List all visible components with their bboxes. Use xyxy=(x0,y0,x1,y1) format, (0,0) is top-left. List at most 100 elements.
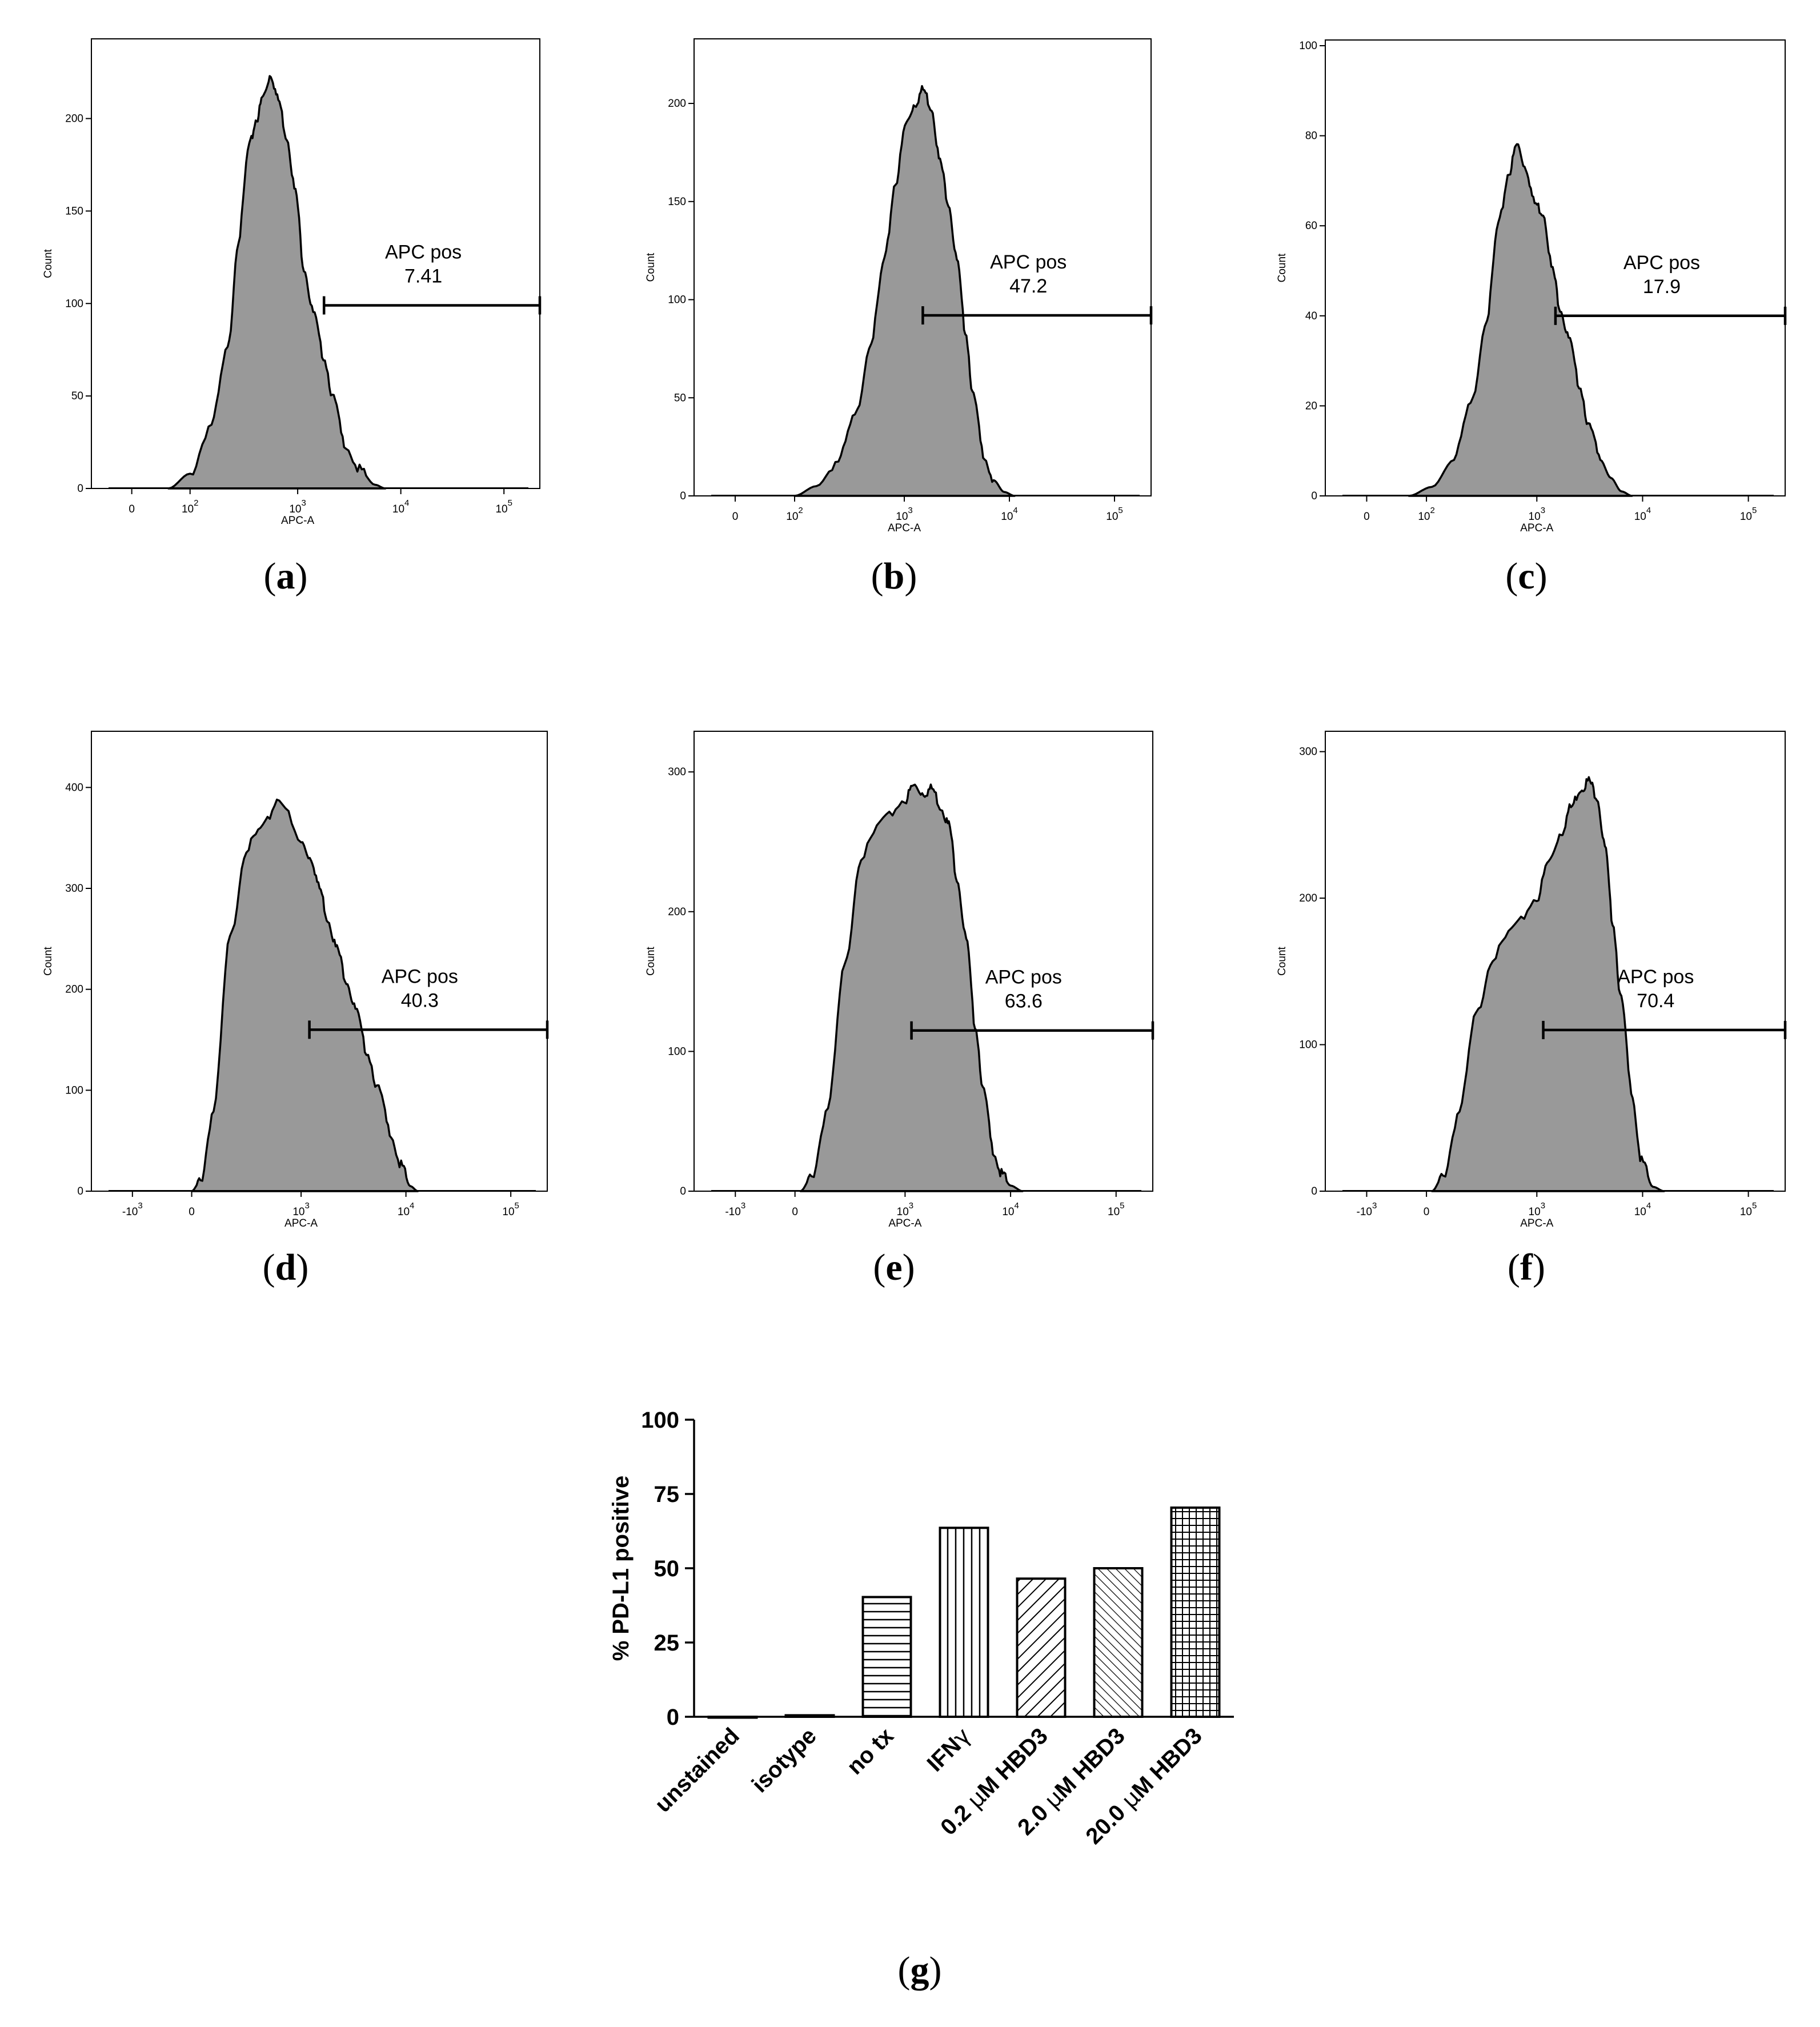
x-tick-label: 0 xyxy=(189,1206,195,1218)
gate-value: 63.6 xyxy=(1005,991,1043,1012)
bar xyxy=(1170,1506,1221,1718)
panel-label-b: (b) xyxy=(871,555,917,597)
histogram-panel-f: 0 100 200 300 Count -103 0 103 104 105 APC-A APC po… xyxy=(1276,731,1787,1229)
bar xyxy=(861,1596,912,1718)
x-tick-label: 105 xyxy=(495,498,512,515)
y-tick-label: 300 xyxy=(65,883,83,895)
x-tick-label: 102 xyxy=(1418,506,1434,523)
x-tick-label: 103 xyxy=(1529,506,1545,523)
x-tick-label: 103 xyxy=(1529,1201,1545,1218)
bar xyxy=(1093,1567,1144,1718)
y-tick-label: 150 xyxy=(668,196,686,208)
x-tick-label: 105 xyxy=(502,1201,519,1218)
histogram-area xyxy=(799,783,1024,1192)
y-tick-label: 200 xyxy=(65,113,83,125)
gate-name: APC pos xyxy=(385,241,462,263)
y-tick-label: 20 xyxy=(1305,400,1317,412)
x-axis-label: APC-A xyxy=(888,522,921,534)
histogram-panel-b: 0 50 100 150 200 Count 0 102 103 104 105 APC-A APC p… xyxy=(645,38,1153,534)
x-tick-label: 103 xyxy=(897,1201,913,1218)
x-tick-label: 0 xyxy=(1424,1206,1430,1218)
gate-name: APC pos xyxy=(382,966,458,987)
y-tick-label: 60 xyxy=(1305,220,1317,232)
y-tick-label: 50 xyxy=(71,390,83,402)
panel-label-a: (a) xyxy=(264,555,308,597)
x-category-label: isotype xyxy=(747,1723,821,1797)
y-tick-label: 200 xyxy=(668,98,686,110)
x-axis-label: APC-A xyxy=(888,1217,921,1229)
x-tick-label: 104 xyxy=(398,1201,414,1218)
y-axis-label: Count xyxy=(42,249,54,278)
histogram-area xyxy=(190,798,419,1192)
x-axis-label: APC-A xyxy=(1520,1217,1553,1229)
bar-chart-panel-g: 0 25 50 75 100 % PD-L1 positive unstained isoty… xyxy=(608,1408,1234,1849)
y-tick-label: 100 xyxy=(65,298,83,310)
y-tick-label: 200 xyxy=(65,984,83,996)
y-tick-label: 0 xyxy=(77,1185,83,1197)
x-tick-label: 105 xyxy=(1740,506,1757,523)
y-tick-label: 200 xyxy=(1299,892,1317,904)
x-tick-label: 103 xyxy=(292,1201,309,1218)
x-tick-label: 103 xyxy=(289,498,306,515)
x-tick-label: 0 xyxy=(792,1206,798,1218)
x-tick-label: 104 xyxy=(1634,506,1651,523)
y-tick-label: 75 xyxy=(654,1482,680,1507)
x-tick-label: -103 xyxy=(725,1201,745,1218)
x-category-label: IFNγ xyxy=(922,1723,976,1777)
y-tick-label: 50 xyxy=(674,392,686,404)
y-tick-label: 0 xyxy=(1311,1185,1317,1197)
gate-value: 70.4 xyxy=(1637,990,1674,1012)
gate-value: 7.41 xyxy=(404,265,442,287)
y-tick-label: 100 xyxy=(668,294,686,306)
y-tick-label: 0 xyxy=(77,483,83,495)
histogram-panel-a: 0 50 100 150 200 Count 0 102 103 104 105 APC-A APC p… xyxy=(42,38,542,527)
bar xyxy=(1016,1577,1067,1718)
x-tick-label: 102 xyxy=(786,506,803,523)
y-tick-label: 0 xyxy=(680,1185,686,1197)
y-tick-label: 300 xyxy=(1299,746,1317,758)
y-tick-label: 100 xyxy=(65,1084,83,1096)
bar xyxy=(784,1714,835,1718)
panel-label-e: (e) xyxy=(873,1247,915,1288)
y-axis-label: Count xyxy=(645,946,657,975)
y-tick-label: 0 xyxy=(667,1705,679,1730)
histogram-panel-d: 0 100 200 300 400 Count -103 0 103 104 105 APC-A APC… xyxy=(42,731,549,1229)
x-tick-label: 105 xyxy=(1740,1201,1757,1218)
panel-label-f: (f) xyxy=(1508,1247,1545,1288)
bar xyxy=(707,1716,758,1719)
x-tick-label: 105 xyxy=(1106,506,1123,523)
y-tick-label: 200 xyxy=(668,906,686,918)
panel-label-d: (d) xyxy=(263,1247,309,1288)
x-tick-label: 102 xyxy=(182,498,198,515)
x-category-label: no tx xyxy=(842,1723,899,1780)
x-tick-label: -103 xyxy=(1357,1201,1377,1218)
x-tick-label: 103 xyxy=(896,506,912,523)
gate-value: 17.9 xyxy=(1643,276,1681,298)
gate-name: APC pos xyxy=(985,967,1062,988)
x-tick-label: 104 xyxy=(392,498,409,515)
x-tick-label: 104 xyxy=(1634,1201,1651,1218)
gate-value: 40.3 xyxy=(401,990,439,1011)
histogram-area xyxy=(1408,143,1633,497)
y-axis-label: Count xyxy=(42,946,54,975)
x-axis-label: APC-A xyxy=(1520,522,1553,534)
y-tick-label: 150 xyxy=(65,205,83,217)
x-axis-label: APC-A xyxy=(281,515,314,527)
y-tick-label: 400 xyxy=(65,782,83,794)
y-tick-label: 25 xyxy=(654,1631,680,1656)
histogram-panel-c: 0 20 40 60 80 100 Count 0 102 103 104 105 APC-A APC p… xyxy=(1276,39,1787,534)
x-tick-label: 104 xyxy=(1001,506,1017,523)
x-tick-label: 0 xyxy=(129,503,135,515)
gate-value: 47.2 xyxy=(1009,275,1047,297)
panel-label-c: (c) xyxy=(1505,555,1547,597)
y-tick-label: 50 xyxy=(654,1556,680,1581)
histogram-panel-e: 0 100 200 300 Count -103 0 103 104 105 APC-A APC po… xyxy=(645,731,1154,1229)
y-tick-label: 300 xyxy=(668,766,686,778)
y-axis-label: Count xyxy=(645,253,657,282)
x-tick-label: 0 xyxy=(732,511,739,523)
gate-name: APC pos xyxy=(1617,966,1694,988)
y-tick-label: 100 xyxy=(641,1408,679,1433)
gate-name: APC pos xyxy=(990,251,1067,273)
x-tick-label: 104 xyxy=(1002,1201,1019,1218)
